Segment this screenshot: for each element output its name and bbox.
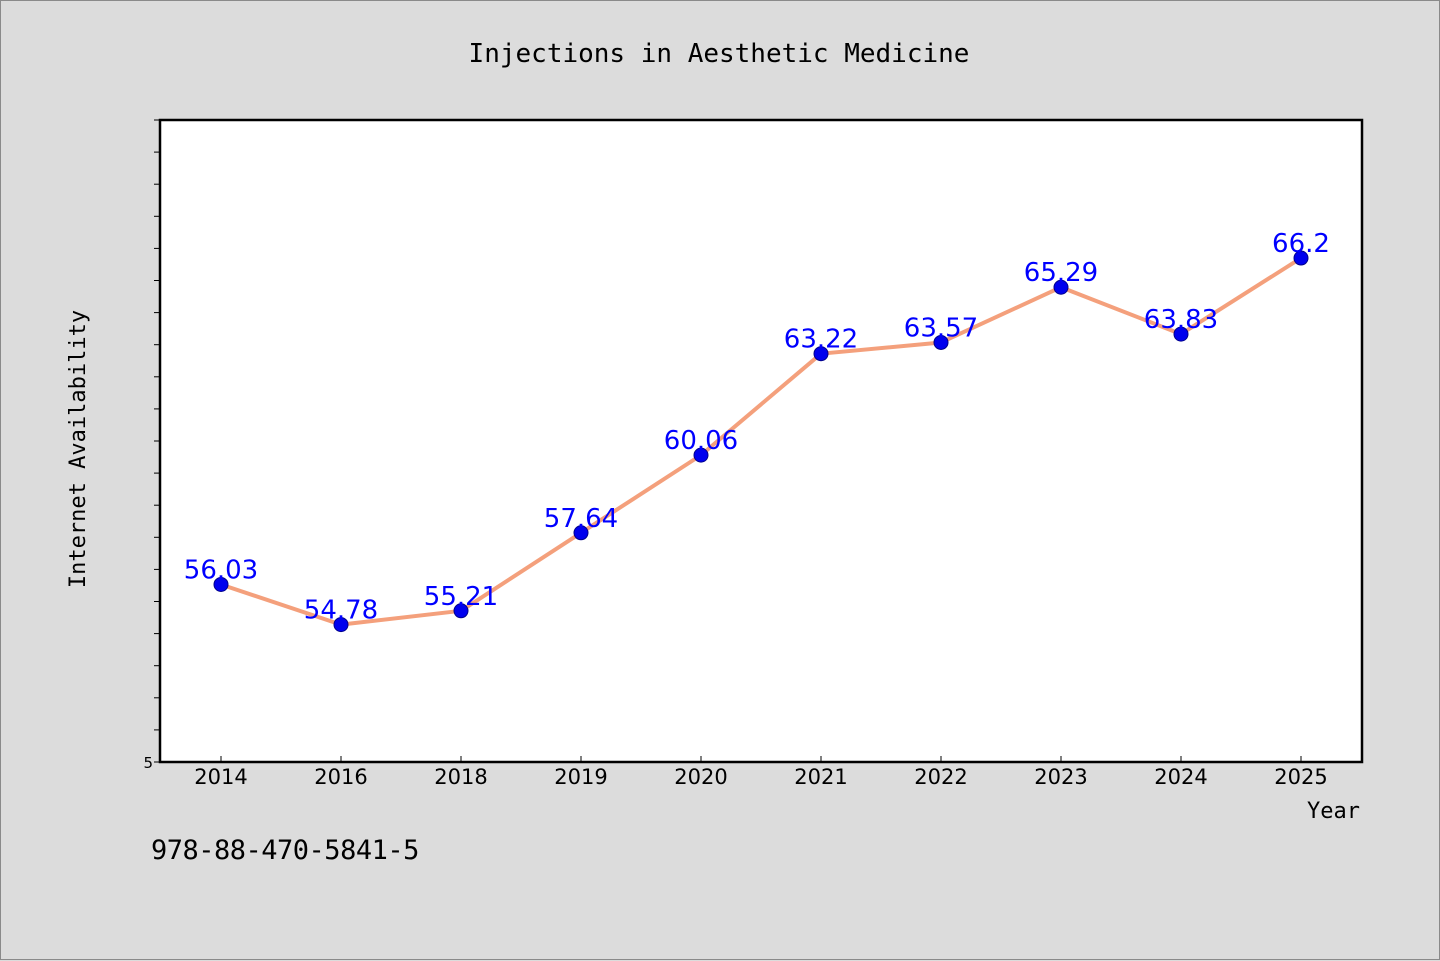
plot-area — [158, 118, 1364, 764]
y-axis-tick-labels: 5 — [143, 754, 153, 772]
x-axis-tick-labels: 2014 2016 2018 2019 2020 2021 2022 2023 2024 2025 — [194, 765, 1327, 789]
isbn-text: 978-88-470-5841-5 — [151, 835, 419, 866]
x-axis-ticks — [220, 756, 1302, 762]
data-label: 63.22 — [784, 325, 858, 355]
data-point — [1053, 279, 1069, 295]
x-tick-label: 2018 — [434, 765, 487, 789]
y-axis-label: Internet Availability — [66, 310, 91, 588]
series-line — [219, 256, 1303, 627]
marker-layer — [213, 250, 1309, 633]
data-point — [213, 576, 229, 592]
data-point — [813, 346, 829, 362]
data-point — [933, 334, 949, 350]
y-axis-ticks — [154, 119, 160, 763]
x-tick-label: 2024 — [1154, 765, 1207, 789]
data-label: 63.83 — [1144, 305, 1218, 335]
x-tick-label: 2022 — [914, 765, 967, 789]
x-tick-label: 2019 — [554, 765, 607, 789]
x-tick-label: 2021 — [794, 765, 847, 789]
data-label: 54.78 — [304, 596, 378, 626]
x-tick-label: 2025 — [1274, 765, 1327, 789]
data-label: 57.64 — [544, 504, 618, 534]
data-label: 63.57 — [904, 313, 978, 343]
chart-title: Injections in Aesthetic Medicine — [469, 39, 970, 69]
y-tick-label: 5 — [143, 754, 153, 772]
data-point — [453, 603, 469, 619]
x-tick-label: 2023 — [1034, 765, 1087, 789]
data-point — [573, 525, 589, 541]
data-point — [693, 447, 709, 463]
data-point — [1293, 250, 1309, 266]
series-layer — [219, 256, 1303, 627]
data-label: 66.2 — [1272, 229, 1330, 259]
data-label-layer: 56.03 54.78 55.21 57.64 60.06 63.22 63.57 65.29… — [184, 229, 1330, 626]
data-point — [333, 617, 349, 633]
data-label: 55.21 — [424, 582, 498, 612]
data-label: 56.03 — [184, 555, 258, 585]
x-tick-label: 2014 — [194, 765, 247, 789]
x-tick-label: 2016 — [314, 765, 367, 789]
data-point — [1173, 326, 1189, 342]
data-label: 60.06 — [664, 426, 738, 456]
data-label: 65.29 — [1024, 258, 1098, 288]
x-tick-label: 2020 — [674, 765, 727, 789]
x-axis-label: Year — [1307, 799, 1360, 824]
